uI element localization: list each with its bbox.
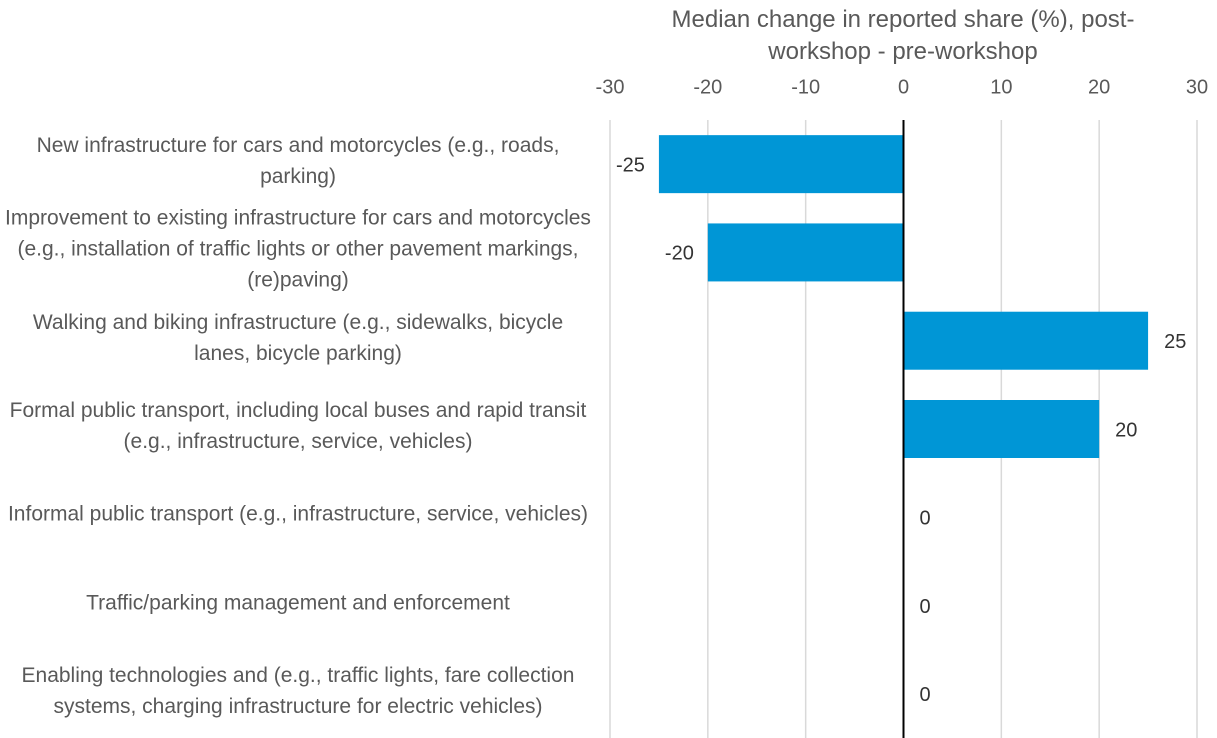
x-tick-label: 0 <box>898 76 909 98</box>
y-tick-label: Formal public transport, including local… <box>9 399 587 453</box>
bar <box>903 311 1149 370</box>
x-tick-label: -30 <box>596 76 625 98</box>
bar <box>707 223 904 282</box>
x-tick-label: 10 <box>990 76 1012 98</box>
x-tick-label: 30 <box>1186 76 1208 98</box>
y-tick-label: Enabling technologies and (e.g., traffic… <box>21 663 575 718</box>
y-tick-label: Walking and biking infrastructure (e.g.,… <box>32 310 564 365</box>
data-label: -20 <box>665 243 694 265</box>
bar <box>658 135 904 194</box>
y-tick-label: Informal public transport (e.g., infrast… <box>7 502 589 526</box>
x-tick-label: 20 <box>1088 76 1110 98</box>
x-axis-title: Median change in reported share (%), pos… <box>671 6 1135 65</box>
y-tick-label: Traffic/parking management and enforceme… <box>86 591 510 615</box>
data-label: 0 <box>920 684 931 706</box>
data-label: 0 <box>920 508 931 530</box>
data-label: 20 <box>1115 419 1137 441</box>
data-label: 25 <box>1164 331 1186 353</box>
y-tick-label: New infrastructure for cars and motorcyc… <box>36 134 560 189</box>
x-tick-label: -10 <box>791 76 820 98</box>
data-label: 0 <box>920 596 931 618</box>
data-label: -25 <box>616 154 645 176</box>
bar <box>903 400 1100 458</box>
y-tick-label: Improvement to existing infrastructure f… <box>5 206 591 292</box>
x-tick-label: -20 <box>693 76 722 98</box>
